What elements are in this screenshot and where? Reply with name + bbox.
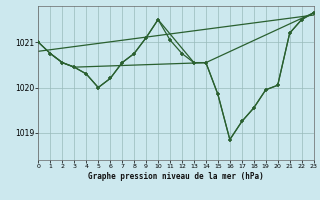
- X-axis label: Graphe pression niveau de la mer (hPa): Graphe pression niveau de la mer (hPa): [88, 172, 264, 181]
